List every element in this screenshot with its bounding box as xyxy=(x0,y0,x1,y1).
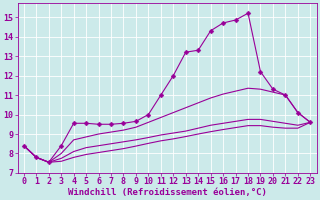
X-axis label: Windchill (Refroidissement éolien,°C): Windchill (Refroidissement éolien,°C) xyxy=(68,188,267,197)
